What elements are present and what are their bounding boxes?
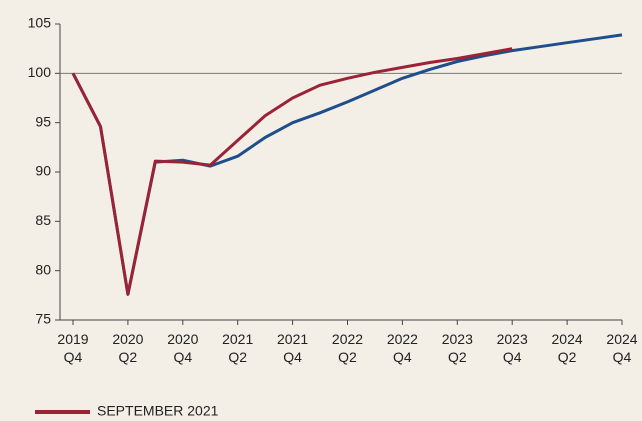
y-tick-label: 90: [35, 163, 51, 179]
x-tick-label: 2022 Q2: [331, 331, 364, 365]
y-tick-label: 85: [35, 212, 51, 228]
x-tick-label: 2021 Q4: [277, 331, 309, 365]
series-line: [71, 47, 513, 296]
y-tick-label: 80: [35, 261, 51, 277]
x-tick-label: 2021 Q2: [222, 331, 254, 365]
y-tick-label: 100: [28, 64, 52, 80]
x-tick-label: 2020 Q2: [112, 331, 144, 365]
x-tick-label: 2022 Q4: [386, 331, 418, 365]
x-tick-label: 2019 Q4: [57, 331, 89, 365]
y-tick-label: 105: [28, 15, 52, 31]
legend-label: SEPTEMBER 2021: [97, 403, 219, 419]
x-tick-label: 2020 Q4: [167, 331, 199, 365]
x-tick-label: 2023 Q2: [441, 331, 473, 365]
x-tick-label: 2024 Q4: [606, 331, 638, 365]
y-tick-label: 95: [35, 113, 51, 129]
y-tick-label: 75: [35, 311, 51, 327]
x-tick-label: 2023 Q4: [496, 331, 528, 365]
x-tick-label: 2024 Q2: [551, 331, 583, 365]
